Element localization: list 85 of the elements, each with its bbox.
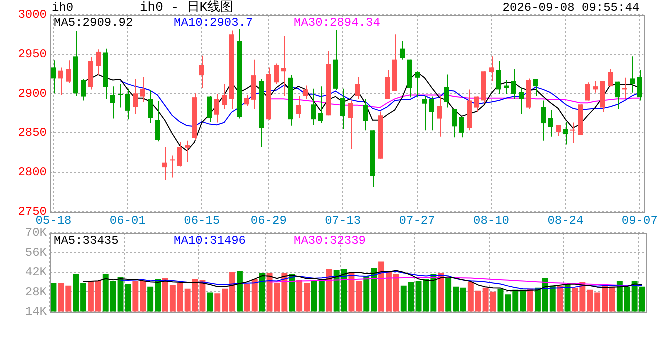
candlestick	[541, 100, 546, 142]
candlestick	[162, 146, 167, 181]
candlestick	[556, 124, 561, 137]
candlestick	[519, 88, 524, 115]
annotation: ih0	[52, 1, 74, 16]
candlestick	[585, 82, 590, 102]
x-tick-label: 06-01	[110, 214, 146, 228]
candlestick	[311, 88, 316, 126]
x-tick-label: 07-13	[325, 214, 362, 228]
candlestick	[66, 60, 71, 84]
text: MA30:2894.34	[294, 16, 380, 30]
y-tick-label: 70K	[25, 226, 48, 240]
annotation: 2026-09-08 09:55:44	[502, 1, 640, 16]
candlestick	[281, 36, 286, 96]
candlestick	[274, 63, 279, 85]
candlestick	[140, 76, 145, 103]
chart-title: ih0 - 日K线图	[140, 0, 234, 15]
y-tick-label: 56K	[25, 246, 48, 260]
candlestick	[474, 96, 479, 114]
x-tick-label: 08-24	[548, 214, 584, 228]
candlestick	[355, 76, 360, 100]
candlestick	[81, 78, 86, 102]
candlestick	[214, 94, 219, 124]
text: MA5:2909.92	[54, 16, 134, 30]
candlestick	[318, 86, 323, 124]
text: MA5:33435	[54, 234, 119, 248]
candlestick	[348, 100, 353, 150]
candlestick	[452, 108, 457, 138]
x-tick-label: 06-29	[250, 214, 287, 228]
candlestick	[207, 96, 212, 122]
x-tick-label: 06-15	[184, 214, 220, 228]
candlestick	[630, 56, 635, 94]
y-tick-label: 2800	[18, 165, 47, 180]
candlestick	[155, 101, 160, 142]
candlestick	[429, 96, 434, 132]
candlestick	[437, 96, 442, 138]
y-tick-label: 14K	[25, 304, 48, 319]
candlestick	[296, 96, 301, 119]
text: MA30:32339	[294, 234, 366, 248]
y-tick-label: 2950	[18, 47, 47, 62]
candlestick	[363, 98, 368, 132]
candlestick	[303, 85, 308, 100]
candlestick	[185, 140, 190, 163]
candlestick	[110, 86, 115, 120]
x-tick-label: 09-07	[622, 214, 658, 228]
candlestick	[177, 142, 182, 168]
candlestick	[459, 116, 464, 138]
x-tick-label: 07-27	[399, 214, 436, 228]
text: MA10:2903.7	[174, 16, 254, 30]
candlestick	[125, 88, 130, 120]
candlestick	[170, 155, 175, 178]
y-tick-label: 42K	[25, 266, 48, 280]
candlestick	[148, 90, 153, 124]
candlestick	[415, 71, 420, 98]
candlestick	[615, 81, 620, 110]
y-tick-label: 2850	[18, 126, 47, 140]
candlestick	[496, 60, 501, 95]
x-tick-label: 08-10	[473, 214, 510, 228]
candlestick	[340, 88, 345, 130]
candlestick	[222, 84, 227, 110]
candlestick	[58, 67, 63, 96]
candlestick	[244, 94, 249, 107]
candlestick	[622, 77, 627, 100]
candlestick	[96, 49, 101, 76]
candlestick	[51, 60, 56, 94]
candlestick	[593, 80, 598, 94]
candlestick	[608, 68, 613, 88]
candlestick	[489, 56, 494, 82]
candlestick	[133, 78, 138, 115]
text: MA10:31496	[174, 234, 246, 248]
candlestick	[444, 74, 449, 108]
y-tick-label: 2900	[18, 86, 47, 101]
y-tick-label: 3000	[18, 8, 47, 22]
candlestick	[422, 96, 427, 132]
y-tick-label: 28K	[25, 285, 48, 300]
candlestick	[199, 55, 204, 89]
candlestick	[570, 122, 575, 144]
candlestick	[548, 110, 553, 138]
candlestick	[533, 78, 538, 96]
candlestick	[400, 40, 405, 60]
candlestick	[563, 121, 568, 146]
candlestick	[118, 84, 123, 108]
candlestick	[511, 68, 516, 100]
candlestick	[637, 70, 642, 102]
candlestick	[385, 70, 390, 100]
